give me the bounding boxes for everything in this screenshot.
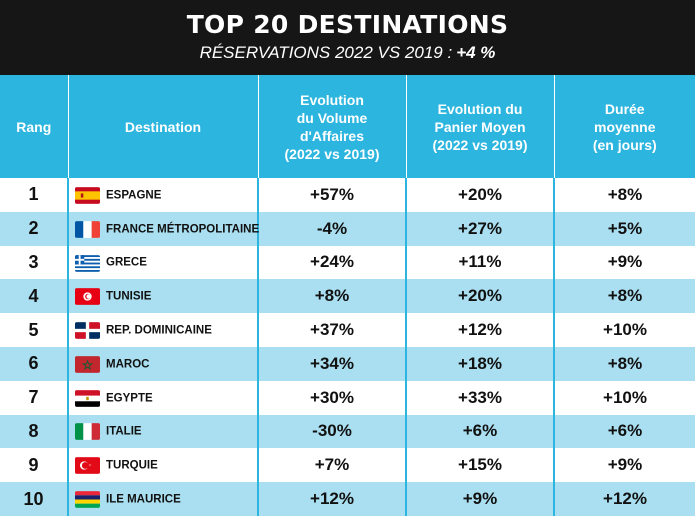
- duree-cell: +10%: [603, 387, 647, 407]
- destination-name: GRECE: [106, 257, 147, 269]
- destination-name: REP. DOMINICAINE: [106, 324, 212, 337]
- rank-cell: 6: [0, 346, 69, 381]
- volume-cell: +12%: [258, 482, 407, 516]
- table-row: 3 GRECE +24% +11% +9%: [0, 245, 695, 280]
- page-title: TOP 20 DESTINATIONS: [186, 10, 509, 39]
- panier-cell: +20%: [406, 279, 555, 314]
- volume-cell: +7%: [258, 448, 407, 483]
- table-row: 1 ESPAGNE +57% +20% +8%: [0, 178, 695, 212]
- destination-name: EGYPTE: [106, 392, 153, 405]
- subtitle-text: RÉSERVATIONS 2022 VS 2019 :: [199, 43, 453, 62]
- duree-cell: +5%: [607, 218, 643, 238]
- destination-name: MAROC: [106, 358, 150, 371]
- panier-cell: +12%: [406, 313, 555, 347]
- volume-cell: -4%: [258, 211, 407, 246]
- page-subtitle: RÉSERVATIONS 2022 VS 2019 : +4 %: [0, 42, 695, 64]
- destination-name: TURQUIE: [106, 459, 158, 472]
- rank-cell: 4: [0, 279, 69, 314]
- dominican-republic-flag-icon: [75, 322, 100, 339]
- panier-cell: +18%: [406, 346, 555, 381]
- duree-cell: +10%: [603, 320, 647, 340]
- destination-cell: FRANCE MÉTROPOLITAINE: [68, 211, 260, 246]
- rank-cell: 5: [0, 313, 69, 347]
- table-row: 7 EGYPTE +30% +33% +10%: [0, 380, 695, 415]
- duree-cell: +9%: [607, 252, 643, 272]
- panier-cell: +11%: [406, 245, 555, 280]
- col-header-volume: Evolution du Volume d'Affaires (2022 vs …: [258, 75, 407, 178]
- destination-name: ESPAGNE: [106, 189, 162, 202]
- table-row: 2 FRANCE MÉTROPOLITAINE -4% +27% +5%: [0, 211, 695, 246]
- table-row: 9 TURQUIE +7% +15% +9%: [0, 448, 695, 483]
- volume-cell: +8%: [258, 279, 407, 314]
- greece-flag-icon: [75, 254, 100, 272]
- duree-cell: +6%: [607, 421, 643, 441]
- destination-cell: GRECE: [68, 245, 259, 280]
- col-header-rank: Rang: [0, 75, 69, 178]
- subtitle-value: +4 %: [456, 43, 496, 62]
- table-row: 10 ILE MAURICE +12% +9% +12%: [0, 482, 695, 516]
- col-header-duree: Durée moyenne (en jours): [592, 100, 657, 153]
- panier-cell: +33%: [406, 380, 555, 415]
- col-header-panier: Evolution du Panier Moyen (2022 vs 2019): [406, 75, 555, 178]
- destination-cell: ESPAGNE: [68, 178, 259, 212]
- destination-name: ILE MAURICE: [106, 493, 181, 506]
- destination-cell: MAROC: [68, 346, 259, 381]
- destination-cell: ILE MAURICE: [68, 482, 259, 516]
- panier-cell: +20%: [406, 178, 555, 212]
- destination-cell: EGYPTE: [68, 380, 259, 415]
- table-row: 5 REP. DOMINICAINE +37% +12% +10%: [0, 313, 695, 347]
- col-header-destination: Destination: [68, 75, 259, 178]
- volume-cell: +34%: [258, 346, 407, 381]
- rank-cell: 7: [0, 380, 69, 415]
- spain-flag-icon: [75, 187, 100, 204]
- rank-cell: 3: [0, 245, 69, 280]
- egypt-flag-icon: [75, 389, 100, 407]
- panier-cell: +15%: [406, 448, 555, 483]
- volume-cell: +37%: [258, 313, 407, 347]
- duree-cell: +8%: [607, 353, 643, 373]
- panier-cell: +9%: [406, 482, 555, 516]
- rank-cell: 2: [0, 211, 69, 246]
- morocco-flag-icon: [75, 356, 100, 373]
- rank-cell: 8: [0, 414, 69, 449]
- table-header-row: Rang Destination Evolution du Volume d'A…: [0, 75, 695, 178]
- destination-name: TUNISIE: [106, 290, 152, 303]
- table-row: 4 TUNISIE +8% +20% +8%: [0, 279, 695, 314]
- table-row: 6 MAROC +34% +18% +8%: [0, 346, 695, 381]
- volume-cell: +30%: [258, 380, 407, 415]
- destination-cell: ITALIE: [68, 414, 259, 449]
- destination-cell: REP. DOMINICAINE: [68, 313, 259, 347]
- volume-cell: -30%: [258, 414, 407, 449]
- volume-cell: +57%: [258, 178, 407, 212]
- rank-cell: 1: [0, 178, 69, 212]
- volume-cell: +24%: [258, 245, 407, 280]
- rank-cell: 10: [0, 482, 69, 516]
- destinations-table: Rang Destination Evolution du Volume d'A…: [0, 75, 695, 516]
- turkey-flag-icon: [75, 457, 100, 475]
- france-flag-icon: [75, 220, 100, 238]
- italy-flag-icon: [75, 423, 100, 441]
- mauritius-flag-icon: [75, 491, 100, 508]
- panier-cell: +6%: [406, 414, 555, 449]
- table-row: 8 ITALIE -30% +6% +6%: [0, 414, 695, 449]
- title-banner: TOP 20 DESTINATIONS RÉSERVATIONS 2022 VS…: [0, 0, 695, 75]
- tunisia-flag-icon: [75, 288, 100, 306]
- destination-cell: TUNISIE: [68, 279, 259, 314]
- destination-name: ITALIE: [106, 425, 142, 438]
- duree-cell: +8%: [607, 184, 643, 204]
- duree-cell: +12%: [603, 489, 647, 509]
- duree-cell: +8%: [607, 286, 643, 306]
- destination-name: FRANCE MÉTROPOLITAINE: [106, 223, 260, 236]
- rank-cell: 9: [0, 448, 69, 483]
- duree-cell: +9%: [607, 455, 643, 475]
- panier-cell: +27%: [406, 211, 555, 246]
- destination-cell: TURQUIE: [68, 448, 259, 483]
